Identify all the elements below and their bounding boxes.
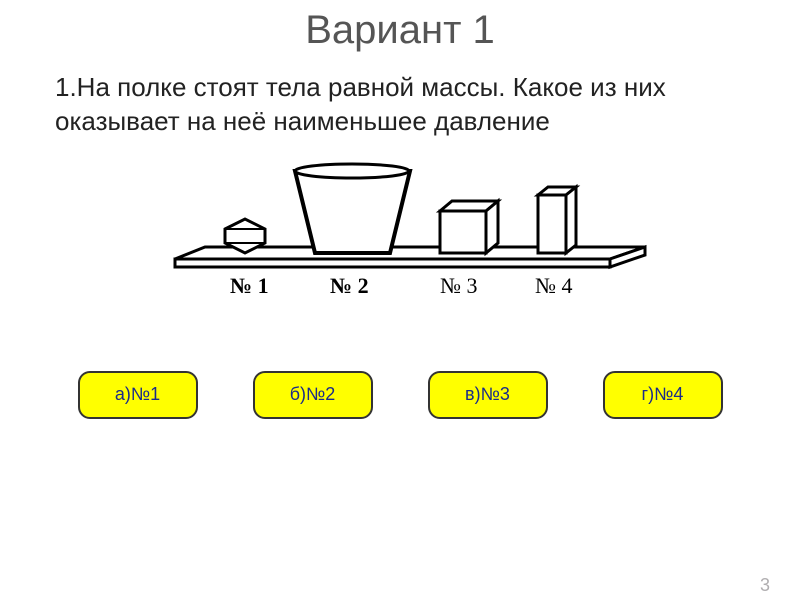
- answer-option-c[interactable]: в)№3: [428, 371, 548, 419]
- figure-label-2: № 2: [330, 273, 369, 298]
- answer-row: а)№1 б)№2 в)№3 г)№4: [0, 371, 800, 419]
- figure-label-3: № 3: [440, 273, 478, 298]
- page-number: 3: [760, 575, 770, 596]
- object-4-front: [538, 195, 566, 253]
- object-3-front: [440, 211, 486, 253]
- shelf-front: [175, 259, 610, 267]
- object-4-side: [566, 187, 576, 253]
- answer-option-d[interactable]: г)№4: [603, 371, 723, 419]
- answer-option-a[interactable]: а)№1: [78, 371, 198, 419]
- object-3-side: [486, 201, 498, 253]
- object-2: [295, 171, 410, 253]
- object-2-rim: [295, 164, 409, 178]
- page-title: Вариант 1: [0, 8, 800, 53]
- shelf-figure: № 1 № 2 № 3 № 4: [150, 151, 650, 301]
- figure-label-4: № 4: [535, 273, 573, 298]
- answer-option-b[interactable]: б)№2: [253, 371, 373, 419]
- figure-label-1: № 1: [230, 273, 269, 298]
- question-text: 1.На полке стоят тела равной массы. Како…: [55, 71, 745, 139]
